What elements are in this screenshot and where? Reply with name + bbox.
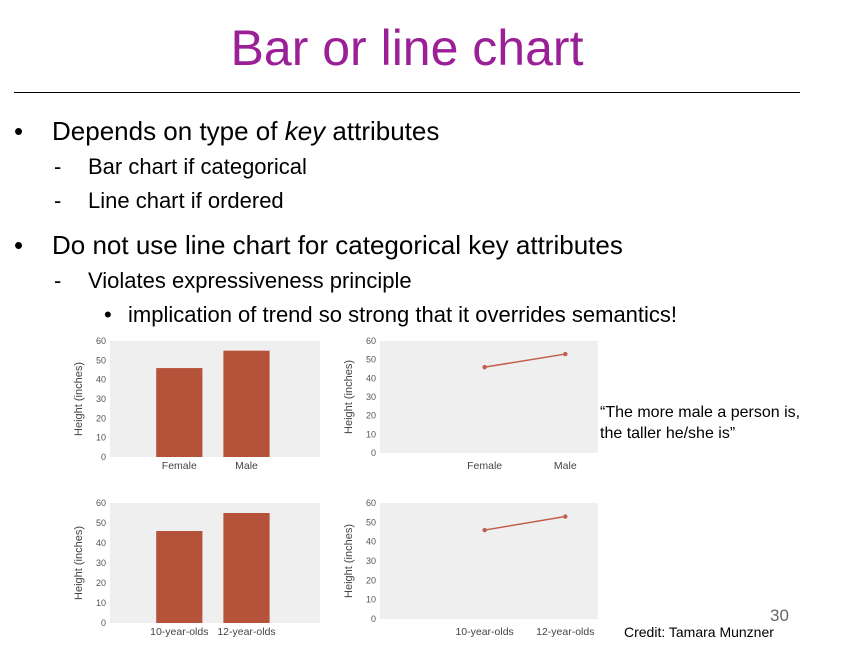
subsubbullet-dot: • bbox=[104, 302, 112, 327]
bar-chart-gender: 0 10 20 30 40 50 60 Height (inches) Female Male bbox=[73, 336, 320, 472]
y-tick-label: 50 bbox=[366, 355, 376, 365]
y-tick-label: 0 bbox=[101, 452, 106, 462]
y-tick-label: 10 bbox=[96, 433, 106, 443]
y-tick-label: 30 bbox=[366, 392, 376, 402]
quote-line: “The more male a person is, bbox=[600, 404, 801, 421]
y-tick-label: 10 bbox=[96, 598, 106, 608]
y-axis-label: Height (inches) bbox=[343, 360, 355, 434]
data-point bbox=[482, 364, 487, 370]
y-tick-label: 50 bbox=[366, 517, 376, 527]
series-line bbox=[484, 515, 566, 531]
slide-title: Bar or line chart bbox=[230, 20, 584, 76]
y-tick-label: 20 bbox=[366, 575, 376, 585]
bullet-text-prefix: Depends on type of bbox=[52, 116, 285, 146]
subbullet-dash: - bbox=[54, 268, 62, 293]
y-tick-label: 40 bbox=[366, 373, 376, 383]
y-axis-label: Height (inches) bbox=[73, 362, 85, 436]
x-tick-label: Male bbox=[235, 460, 258, 472]
credit-text: Credit: Tamara Munzner bbox=[624, 624, 774, 640]
y-tick-label: 0 bbox=[101, 618, 106, 628]
plot-area bbox=[110, 341, 320, 457]
series-line bbox=[484, 353, 566, 368]
y-axis-label: Height (inches) bbox=[73, 526, 85, 600]
y-tick-label: 40 bbox=[96, 375, 106, 385]
y-tick-label: 60 bbox=[96, 498, 106, 508]
y-axis-label: Height (inches) bbox=[343, 524, 355, 598]
y-tick-label: 40 bbox=[366, 537, 376, 547]
y-tick-label: 0 bbox=[371, 614, 376, 624]
x-tick-label: 12-year-olds bbox=[536, 626, 594, 638]
bar bbox=[156, 531, 203, 623]
y-tick-label: 60 bbox=[366, 336, 376, 346]
bullet-dot: • bbox=[14, 116, 24, 146]
y-tick-label: 50 bbox=[96, 355, 106, 365]
bullet-text: Depends on type of key attributes bbox=[52, 116, 439, 146]
y-tick-label: 10 bbox=[366, 595, 376, 605]
y-tick-label: 30 bbox=[366, 556, 376, 566]
subbullet-dash: - bbox=[54, 154, 62, 179]
page-number: 30 bbox=[770, 606, 789, 625]
data-point bbox=[482, 527, 487, 533]
y-tick-label: 0 bbox=[371, 448, 376, 458]
bullet-text-emphasis: key bbox=[284, 116, 326, 146]
x-tick-label: 10-year-olds bbox=[150, 626, 208, 638]
bar bbox=[156, 368, 203, 457]
quote: “The more male a person is, the taller h… bbox=[600, 402, 850, 444]
y-tick-label: 30 bbox=[96, 558, 106, 568]
y-tick-label: 50 bbox=[96, 518, 106, 528]
subbullet-text: Line chart if ordered bbox=[88, 188, 284, 213]
data-point bbox=[563, 351, 568, 357]
bar bbox=[223, 513, 270, 623]
data-point bbox=[563, 514, 568, 519]
bullet-text-suffix: attributes bbox=[325, 116, 440, 146]
line-chart-gender: 0 10 20 30 40 50 60 Height (inches) Female Male bbox=[343, 336, 598, 472]
x-tick-label: Male bbox=[554, 460, 577, 472]
y-tick-label: 30 bbox=[96, 394, 106, 404]
quote-line: the taller he/she is” bbox=[600, 425, 736, 442]
y-tick-label: 60 bbox=[96, 336, 106, 346]
plot-area bbox=[380, 503, 598, 619]
title-divider bbox=[14, 92, 800, 93]
y-tick-label: 20 bbox=[366, 411, 376, 421]
y-tick-label: 60 bbox=[366, 498, 376, 508]
y-tick-label: 40 bbox=[96, 538, 106, 548]
x-tick-label: 10-year-olds bbox=[455, 626, 513, 638]
bar bbox=[223, 350, 270, 457]
bullet-text: Do not use line chart for categorical ke… bbox=[52, 230, 623, 260]
subsubbullet-text: implication of trend so strong that it o… bbox=[128, 302, 678, 327]
subbullet-text: Bar chart if categorical bbox=[88, 154, 307, 179]
y-tick-label: 10 bbox=[366, 429, 376, 439]
y-tick-label: 20 bbox=[96, 578, 106, 588]
subbullet-text: Violates expressiveness principle bbox=[88, 268, 412, 293]
bullet-dot: • bbox=[14, 230, 24, 260]
line-chart-age: 0 10 20 30 40 50 60 Height (inches) 10-year-olds… bbox=[343, 498, 598, 638]
x-tick-label: 12-year-olds bbox=[217, 626, 275, 638]
subbullet-dash: - bbox=[54, 188, 62, 213]
plot-area bbox=[380, 341, 598, 453]
x-tick-label: Female bbox=[467, 460, 502, 472]
bar-chart-age: 0 10 20 30 40 50 60 Height (inches) 10-year-olds… bbox=[73, 498, 320, 638]
plot-area bbox=[110, 503, 320, 623]
y-tick-label: 20 bbox=[96, 413, 106, 423]
x-tick-label: Female bbox=[162, 460, 197, 472]
